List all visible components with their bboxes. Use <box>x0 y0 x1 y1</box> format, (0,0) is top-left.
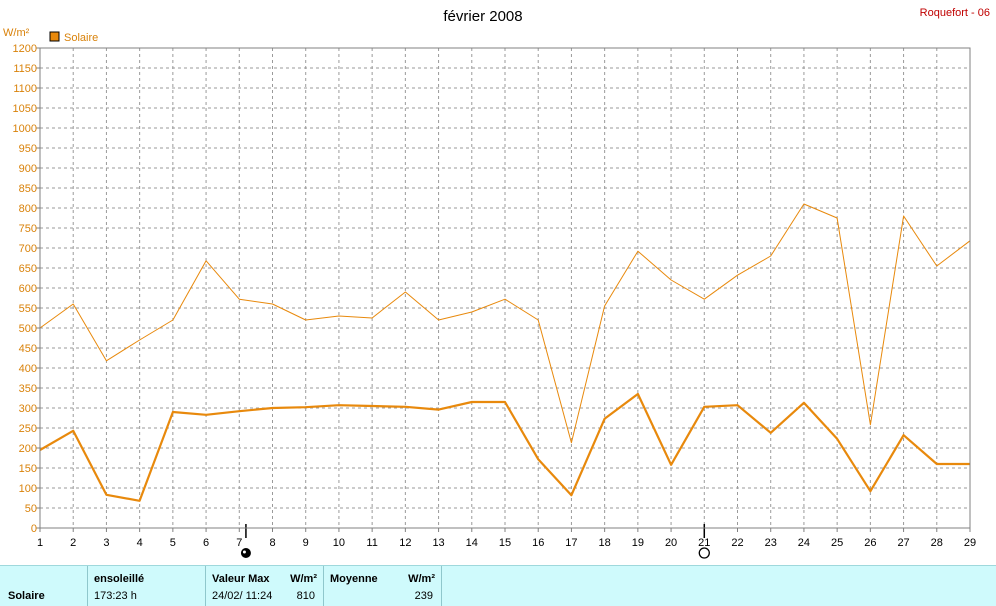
legend-label: Solaire <box>64 32 98 44</box>
solar-chart: février 2008 Roquefort - 06 W/m² Solaire… <box>3 7 990 559</box>
x-tick-label: 5 <box>170 537 176 549</box>
y-tick-label: 450 <box>19 343 37 355</box>
x-tick-label: 23 <box>765 537 777 549</box>
avg-value: 239 <box>414 590 433 602</box>
x-tick-label: 16 <box>532 537 544 549</box>
y-tick-label: 150 <box>19 463 37 475</box>
y-axis-unit: W/m² <box>3 27 30 39</box>
x-tick-label: 29 <box>964 537 976 549</box>
x-tick-label: 4 <box>137 537 143 549</box>
y-tick-label: 1150 <box>13 63 37 75</box>
sunshine-cell: ensoleillé 173:23 h <box>88 566 206 606</box>
x-tick-label: 15 <box>499 537 511 549</box>
series-line-max <box>39 203 971 444</box>
plot-frame <box>39 47 971 529</box>
station-label: Roquefort - 06 <box>920 7 990 19</box>
chart-title: février 2008 <box>443 8 522 25</box>
avg-cell: Moyenne W/m² 239 <box>324 566 442 606</box>
x-tick-label: 6 <box>203 537 209 549</box>
stats-row-label: Solaire <box>8 590 45 602</box>
y-tick-label: 950 <box>19 143 37 155</box>
x-tick-label: 8 <box>269 537 275 549</box>
x-tick-label: 3 <box>103 537 109 549</box>
y-tick-label: 800 <box>19 203 37 215</box>
y-tick-label: 550 <box>19 303 37 315</box>
x-tick-label: 26 <box>864 537 876 549</box>
y-tick-label: 1200 <box>13 43 37 55</box>
y-tick-label: 350 <box>19 383 37 395</box>
x-tick-label: 14 <box>466 537 478 549</box>
y-tick-label: 1050 <box>13 103 37 115</box>
new-moon-icon <box>240 548 251 558</box>
y-tick-label: 1000 <box>13 123 37 135</box>
y-tick-label: 0 <box>31 523 37 535</box>
y-tick-label: 700 <box>19 243 37 255</box>
y-tick-label: 750 <box>19 223 37 235</box>
y-tick-label: 100 <box>19 483 37 495</box>
x-tick-label: 20 <box>665 537 677 549</box>
x-tick-label: 25 <box>831 537 843 549</box>
y-tick-label: 850 <box>19 183 37 195</box>
avg-unit: W/m² <box>408 573 435 585</box>
y-tick-label: 300 <box>19 403 37 415</box>
x-tick-labels: 1 2 3 4 5 6 7 8 9 10 11 12 13 14 15 16 17 18 19 20 21 22 23 24 2… <box>37 528 976 549</box>
max-value: 810 <box>296 590 315 602</box>
new-moon-highlight <box>242 550 246 554</box>
y-tick-label: 500 <box>19 323 37 335</box>
sunshine-value: 173:23 h <box>94 590 137 602</box>
y-tick-labels: 0 50 100 150 200 250 300 350 400 450 500 550 600 650 7… <box>13 43 40 535</box>
data-series <box>39 203 971 502</box>
y-tick-label: 250 <box>19 423 37 435</box>
x-tick-label: 27 <box>897 537 909 549</box>
max-date: 24/02/ 11:24 <box>212 590 273 602</box>
moon-markers <box>240 524 710 559</box>
sunshine-header: ensoleillé <box>94 573 145 585</box>
x-tick-label: 10 <box>333 537 345 549</box>
x-tick-label: 12 <box>399 537 411 549</box>
x-tick-label: 13 <box>432 537 444 549</box>
x-tick-label: 1 <box>37 537 43 549</box>
y-tick-label: 50 <box>25 503 37 515</box>
y-tick-label: 1100 <box>13 83 37 95</box>
x-tick-label: 9 <box>303 537 309 549</box>
x-tick-label: 28 <box>931 537 943 549</box>
x-tick-label: 19 <box>632 537 644 549</box>
full-moon-icon <box>698 547 710 559</box>
max-header: Valeur Max <box>212 573 270 585</box>
y-tick-label: 400 <box>19 363 37 375</box>
series-line-mean <box>39 392 970 502</box>
x-tick-label: 2 <box>70 537 76 549</box>
x-tick-label: 18 <box>599 537 611 549</box>
x-tick-label: 7 <box>236 537 242 549</box>
y-tick-label: 650 <box>19 263 37 275</box>
y-tick-label: 900 <box>19 163 37 175</box>
max-cell: Valeur Max W/m² 24/02/ 11:24 810 <box>206 566 324 606</box>
x-tick-label: 22 <box>731 537 743 549</box>
x-tick-label: 11 <box>366 537 377 549</box>
max-unit: W/m² <box>290 573 317 585</box>
x-tick-label: 24 <box>798 537 810 549</box>
y-tick-label: 600 <box>19 283 37 295</box>
avg-header: Moyenne <box>330 573 378 585</box>
legend-swatch <box>49 31 60 42</box>
stats-row-label-cell: Solaire <box>0 566 88 606</box>
y-tick-label: 200 <box>19 443 37 455</box>
x-tick-label: 17 <box>565 537 577 549</box>
grid-lines <box>40 48 970 528</box>
stats-panel: Solaire ensoleillé 173:23 h Valeur Max W… <box>0 565 996 606</box>
x-tick-label: 21 <box>698 537 710 549</box>
